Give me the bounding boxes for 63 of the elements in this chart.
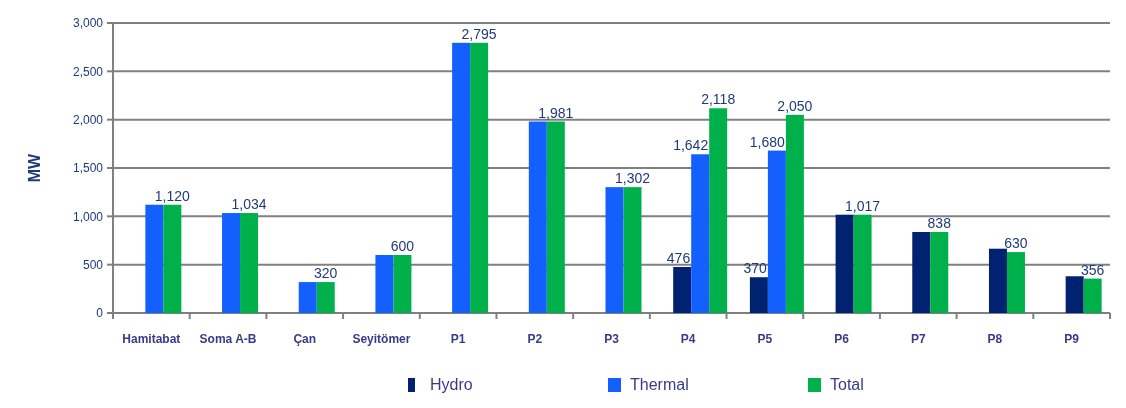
data-label: 838 [927,214,952,231]
x-tick-label: P6 [834,332,850,346]
bar [240,213,259,313]
bar [163,204,182,313]
data-label: 1,034 [231,196,267,213]
x-tick-label: Hamitabat [122,332,181,346]
data-label: 2,795 [461,25,497,42]
y-tick-label: 3,000 [72,16,104,31]
bar [1065,276,1084,313]
data-label: 2,050 [777,97,813,114]
bar [470,42,489,313]
bar [375,255,394,313]
bar [393,255,412,313]
bar [988,248,1007,313]
bar [452,42,471,313]
legend-label: Total [830,376,864,393]
y-tick-label: 1,500 [72,161,104,176]
legend-label: Thermal [630,376,689,393]
data-label: 476 [666,249,691,266]
y-axis-title: MW [26,152,43,183]
bar [605,187,624,313]
bar [222,213,241,313]
data-label: 1,302 [614,170,651,187]
bar [546,121,565,313]
y-tick-label: 2,500 [72,64,104,79]
x-tick-label: P3 [604,332,620,346]
bar [1083,278,1102,313]
legend-label: Hydro [430,376,473,393]
data-label: 370 [743,260,768,277]
x-tick-label: P1 [450,332,466,346]
x-tick-label: Çan [293,332,317,346]
data-label: 1,642 [673,137,709,154]
x-tick-label: P9 [1064,332,1080,346]
x-tick-label: P8 [987,332,1003,346]
bar [853,214,872,313]
bar [912,231,931,313]
bar [528,121,547,313]
data-label: 630 [1004,235,1028,252]
x-tick-label: P7 [910,332,926,346]
bar [1006,252,1025,313]
bar [145,204,164,313]
y-tick-label: 500 [82,257,104,272]
bar [930,231,949,313]
x-tick-label: P4 [680,332,696,346]
data-label: 1,680 [749,133,786,150]
x-tick-label: Seyitömer [352,332,411,346]
y-tick-label: 0 [96,306,104,321]
y-tick-label: 2,000 [72,112,104,127]
x-tick-label: P5 [757,332,773,346]
bar [316,282,335,313]
bar [835,214,854,313]
data-label: 320 [314,265,338,282]
data-label: 1,120 [154,187,191,204]
data-label: 356 [1080,261,1105,278]
x-tick-label: Soma A-B [199,332,257,346]
bar [623,187,642,313]
data-label: 2,118 [701,91,736,108]
x-tick-label: P2 [527,332,543,346]
data-label: 1,017 [845,197,881,214]
data-label: 1,981 [538,104,574,121]
y-tick-label: 1,000 [72,209,104,224]
bar [298,282,317,313]
data-label: 600 [390,238,415,254]
